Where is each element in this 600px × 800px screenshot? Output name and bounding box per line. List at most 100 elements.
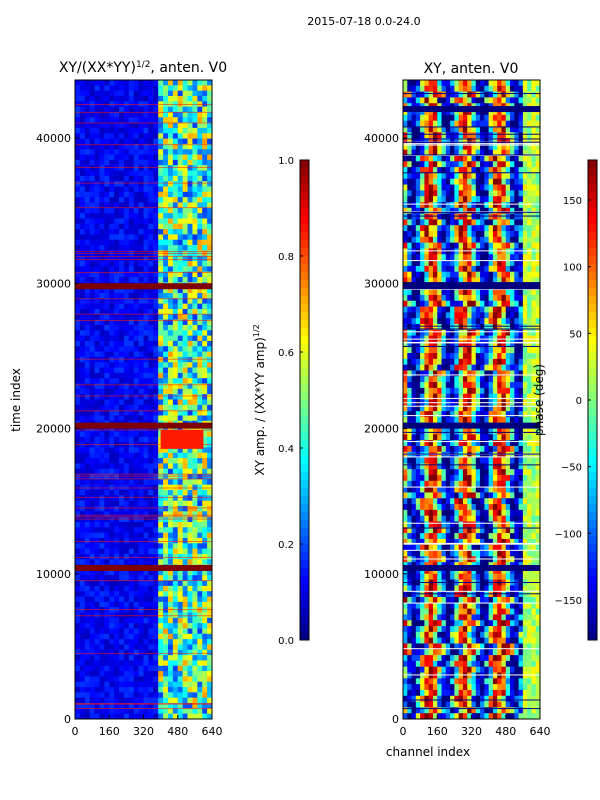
heatmap-cell: [84, 165, 91, 172]
heatmap-cell: [128, 591, 135, 598]
heatmap-cell: [497, 143, 503, 151]
phase-heatmap-image[interactable]: [403, 80, 541, 720]
heatmap-cell: [119, 543, 125, 550]
heatmap-cell: [75, 649, 81, 656]
heatmap-cell: [148, 138, 154, 145]
heatmap-cell: [114, 692, 120, 699]
heatmap-cell: [138, 580, 145, 587]
heatmap-cell: [182, 559, 189, 566]
heatmap-cell: [187, 521, 194, 528]
heatmap-cell: [79, 138, 86, 145]
heatmap-cell: [153, 708, 159, 715]
heatmap-cell: [411, 225, 417, 232]
heatmap-cell: [432, 143, 438, 151]
heatmap-cell: [99, 245, 105, 251]
heatmap-cell: [172, 591, 179, 598]
heatmap-cell: [407, 265, 413, 273]
heatmap-cell: [84, 197, 91, 204]
heatmap-cell: [138, 340, 145, 347]
heatmap-cell: [207, 356, 212, 363]
heatmap-cell: [207, 575, 212, 582]
heatmap-cell: [133, 229, 140, 236]
heatmap-cell: [99, 223, 105, 230]
heatmap-cell: [114, 681, 120, 688]
heatmap-cell: [531, 97, 537, 104]
heatmap-cell: [163, 532, 169, 539]
heatmap-cell: [197, 537, 203, 544]
heatmap-cell: [84, 553, 91, 560]
heatmap-cell: [99, 165, 105, 172]
heatmap-cell: [518, 184, 524, 191]
heatmap-cell: [128, 213, 135, 220]
heatmap-cell: [492, 231, 498, 238]
heatmap-cell: [94, 170, 101, 177]
heatmap-cell: [207, 388, 212, 395]
heatmap-cell: [114, 351, 120, 358]
heatmap-cell: [458, 80, 464, 87]
heatmap-cell: [123, 623, 130, 630]
heatmap-cell: [138, 447, 145, 454]
heatmap-cell: [138, 601, 145, 608]
heatmap-cell: [177, 181, 184, 188]
heatmap-cell: [123, 314, 130, 321]
flag-line: [75, 496, 212, 498]
heatmap-cell: [143, 585, 149, 592]
heatmap-cell: [148, 708, 154, 715]
heatmap-cell: [119, 356, 125, 363]
heatmap-cell: [510, 323, 515, 331]
heatmap-cell: [104, 261, 110, 267]
heatmap-cell: [153, 239, 159, 246]
heatmap-cell: [202, 378, 208, 385]
heatmap-cell: [138, 287, 145, 294]
heatmap-cell: [123, 378, 130, 385]
heatmap-cell: [497, 242, 503, 250]
amplitude-heatmap-image[interactable]: [75, 80, 213, 720]
heatmap-cell: [420, 254, 426, 261]
heatmap-cell: [172, 127, 179, 134]
heatmap-cell: [527, 341, 533, 348]
heatmap-cell: [505, 341, 511, 348]
heatmap-cell: [480, 231, 485, 238]
heatmap-cell: [441, 132, 447, 139]
heatmap-cell: [432, 91, 438, 99]
heatmap-cell: [79, 553, 86, 560]
x-tick-label: 320: [133, 725, 154, 738]
heatmap-cell: [163, 410, 169, 417]
heatmap-cell: [182, 468, 189, 475]
heatmap-cell: [114, 687, 120, 693]
heatmap-cell: [148, 596, 154, 603]
heatmap-cell: [79, 122, 86, 129]
heatmap-cell: [128, 303, 135, 310]
heatmap-cell: [79, 383, 86, 390]
heatmap-cell: [109, 165, 115, 172]
heatmap-cell: [445, 91, 451, 99]
heatmap-cell: [424, 271, 430, 279]
heatmap-cell: [143, 127, 149, 134]
heatmap-cell: [505, 329, 511, 337]
heatmap-cell: [114, 90, 120, 97]
heatmap-cell: [128, 191, 135, 198]
heatmap-cell: [207, 143, 212, 150]
heatmap-cell: [84, 569, 91, 576]
heatmap-cell: [445, 120, 451, 128]
heatmap-cell: [197, 601, 203, 608]
heatmap-cell: [192, 143, 198, 150]
heatmap-cell: [518, 219, 524, 226]
heatmap-cell: [535, 231, 540, 238]
heatmap-cell: [163, 394, 169, 401]
heatmap-cell: [153, 580, 159, 587]
heatmap-cell: [437, 120, 443, 128]
heatmap-cell: [467, 201, 473, 209]
heatmap-cell: [84, 617, 91, 624]
heatmap-cell: [475, 271, 481, 279]
heatmap-cell: [407, 294, 413, 302]
heatmap-cell: [114, 569, 120, 576]
heatmap-cell: [522, 138, 528, 145]
heatmap-cell: [94, 138, 101, 145]
heatmap-cell: [148, 500, 154, 507]
heatmap-cell: [182, 383, 189, 390]
heatmap-cell: [458, 300, 464, 308]
heatmap-cell: [192, 181, 198, 188]
heatmap-cell: [158, 85, 164, 92]
heatmap-cell: [445, 289, 451, 296]
